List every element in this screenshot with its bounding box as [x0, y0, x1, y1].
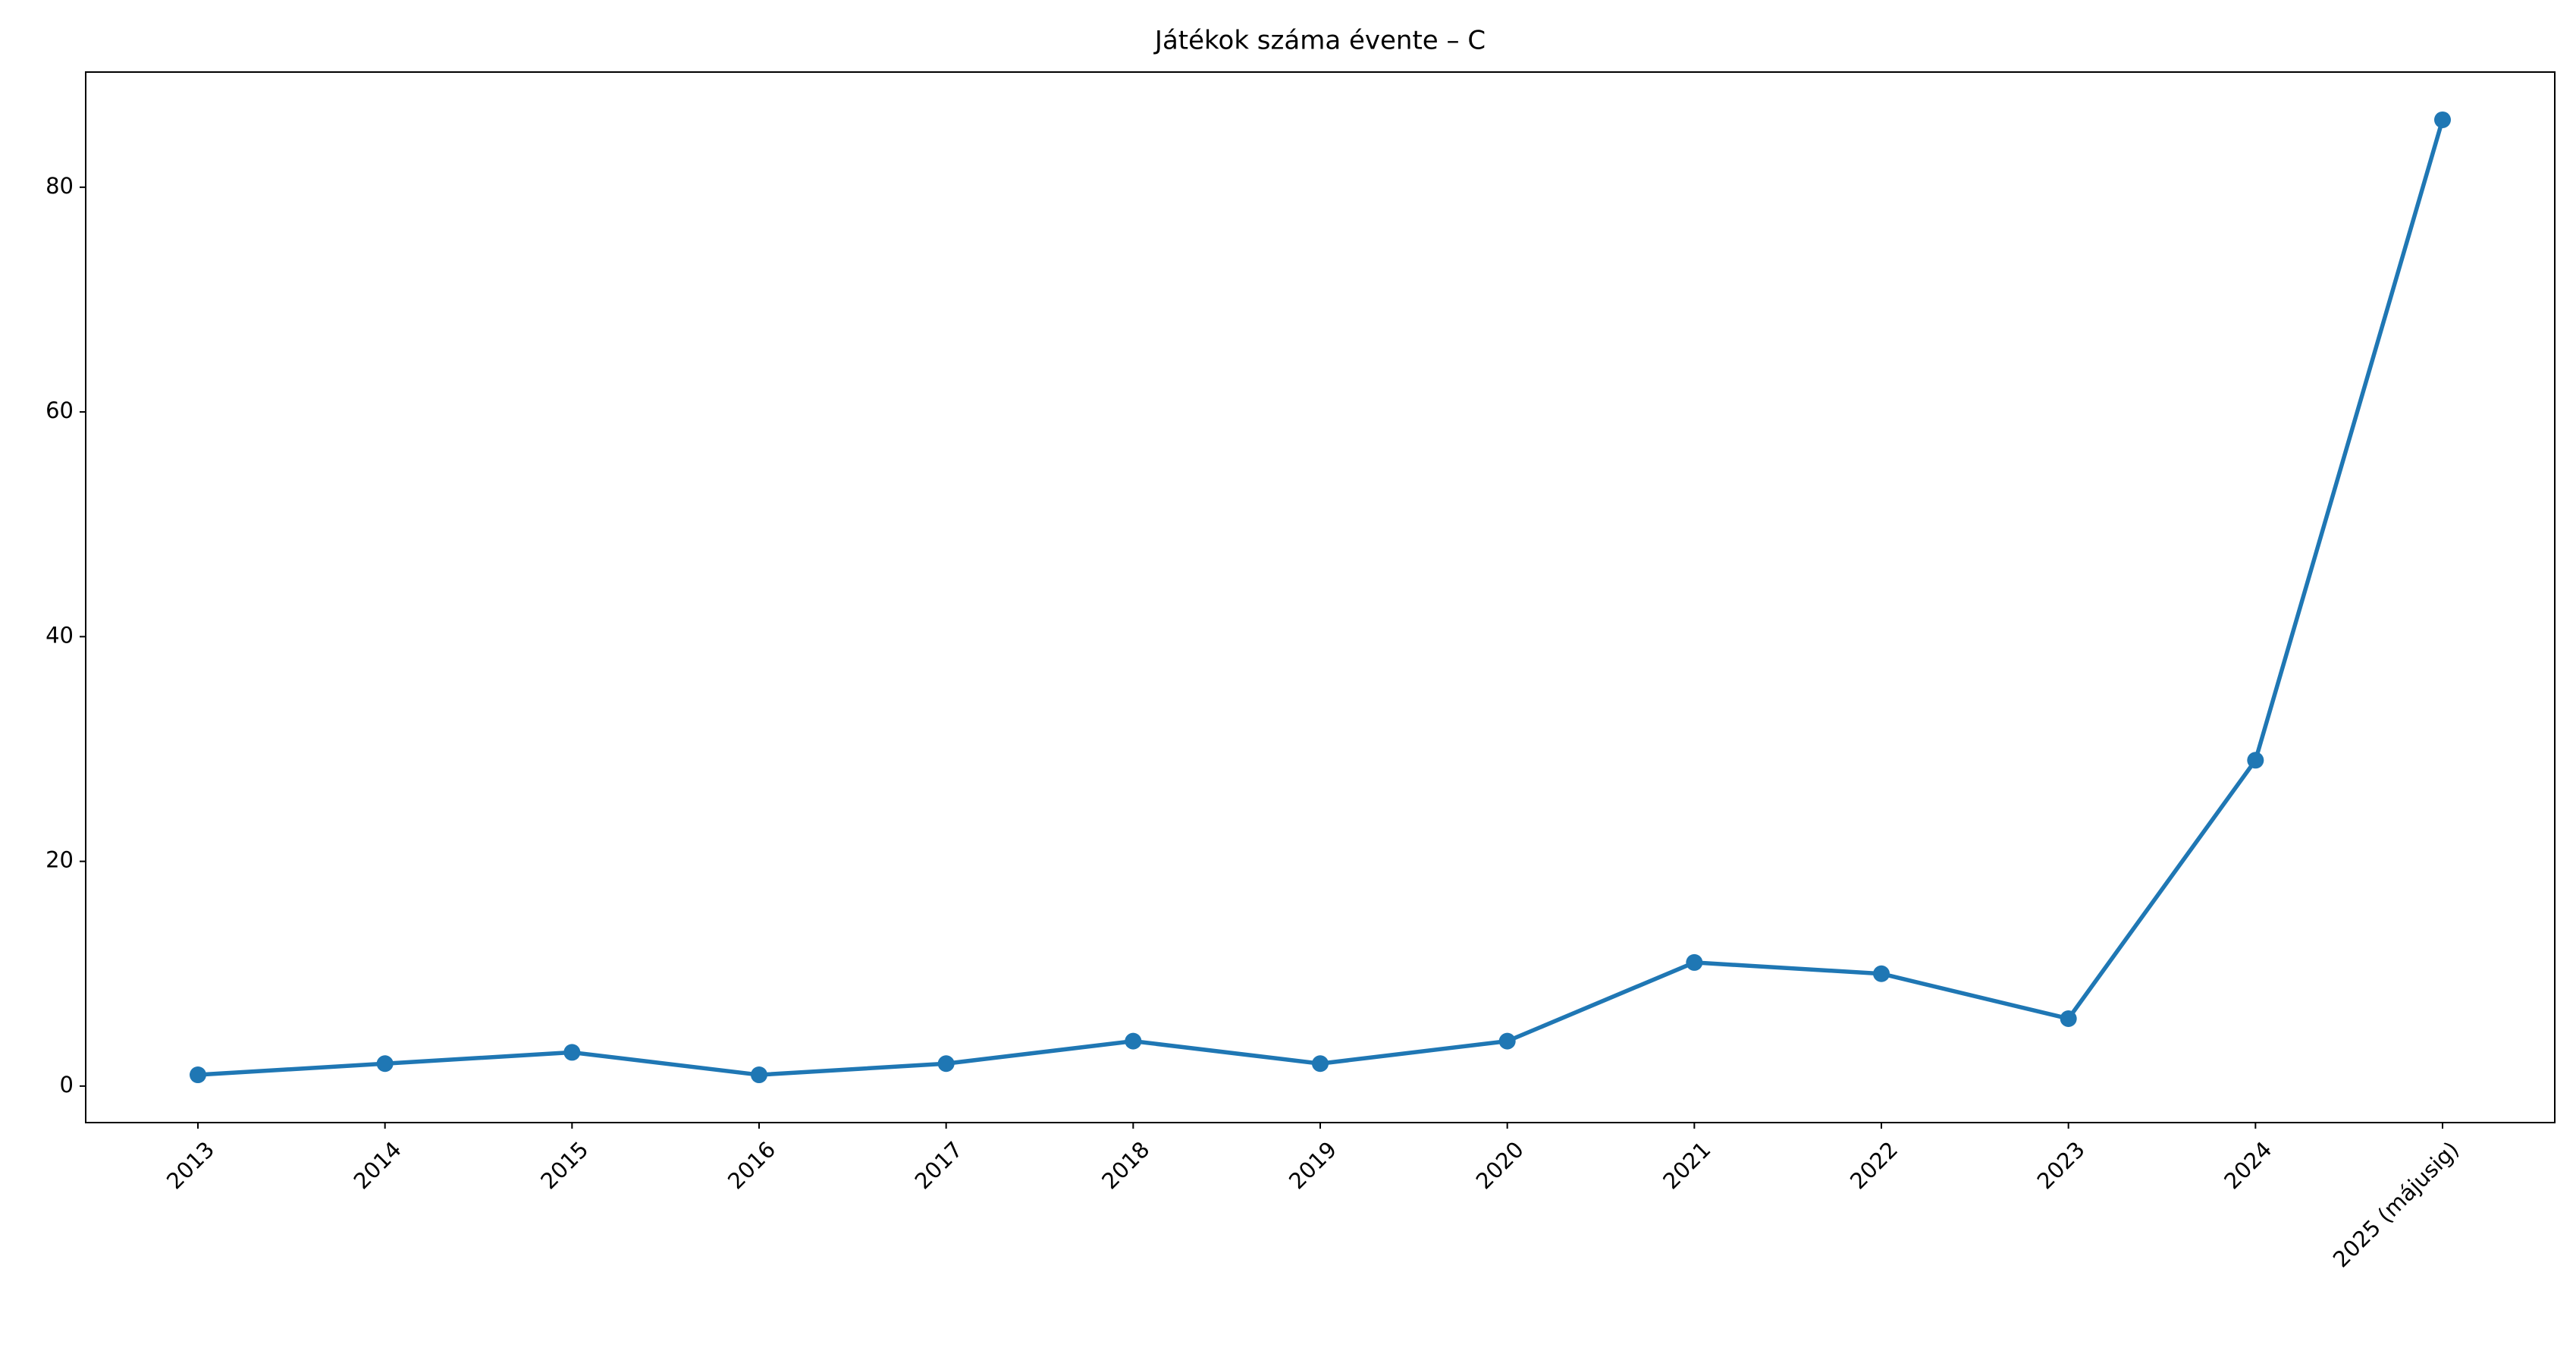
data-point [190, 1066, 206, 1084]
x-tick-label: 2019 [1284, 1136, 1341, 1194]
x-tick-label: 2014 [349, 1136, 406, 1194]
data-point [2434, 111, 2451, 128]
x-tick-label: 2024 [2219, 1136, 2276, 1194]
x-tick-label: 2022 [1845, 1136, 1903, 1194]
x-tick-label: 2023 [2032, 1136, 2090, 1194]
data-point [751, 1066, 767, 1084]
x-tick-label: 2018 [1097, 1136, 1154, 1194]
data-point [1312, 1055, 1329, 1073]
data-point [1873, 965, 1890, 982]
x-tick-label: 2015 [535, 1136, 593, 1194]
data-line [197, 119, 2445, 1077]
data-point [1125, 1032, 1142, 1050]
y-tick-label: 20 [45, 847, 74, 873]
data-point [376, 1055, 394, 1073]
x-tick-label: 2017 [910, 1136, 968, 1194]
data-point [2060, 1010, 2077, 1027]
data-point [2247, 752, 2264, 769]
data-point [1498, 1032, 1516, 1050]
plot-frame [85, 71, 2556, 1123]
x-tick-label: 2020 [1471, 1136, 1529, 1194]
x-tick-label: 2013 [162, 1136, 219, 1194]
x-tick-label: 2025 (májusig) [2328, 1136, 2464, 1272]
data-point [937, 1055, 955, 1073]
y-tick-label: 80 [45, 173, 74, 199]
data-point [1686, 953, 1703, 971]
y-tick-label: 60 [45, 397, 74, 423]
x-tick-label: 2021 [1658, 1136, 1715, 1194]
x-tick-label: 2016 [723, 1136, 780, 1194]
y-tick-label: 0 [60, 1072, 74, 1098]
chart-title: Játékok száma évente – C [1153, 26, 1486, 56]
data-point [563, 1044, 581, 1061]
y-tick-label: 40 [45, 622, 74, 648]
